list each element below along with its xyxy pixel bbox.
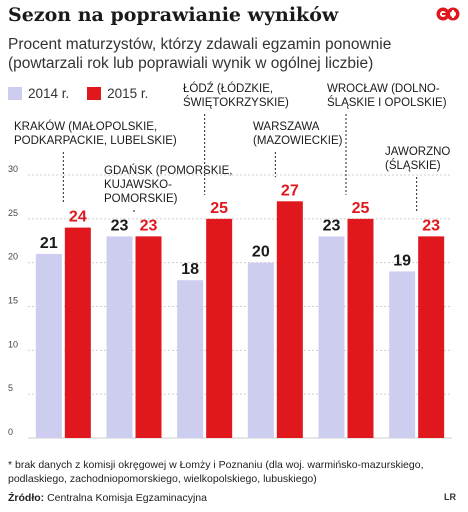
bar-2014 xyxy=(247,262,274,438)
category-label-line: WARSZAWA xyxy=(253,121,320,133)
category-label-line: GDAŃSK (POMORSKIE, xyxy=(104,164,232,177)
footnote: * brak danych z komisji okręgowej w Łomż… xyxy=(8,459,424,485)
data-label-2014: 19 xyxy=(393,252,411,269)
category-label-line: KUJAWSKO- xyxy=(104,179,172,191)
category-label-line: POMORSKIE) xyxy=(104,193,178,205)
category-label: WARSZAWA (MAZOWIECKIE) xyxy=(253,121,343,147)
bar-2015 xyxy=(276,201,303,438)
data-label-2014: 23 xyxy=(111,217,129,234)
bar-2015 xyxy=(64,227,91,438)
legend-swatch-2015 xyxy=(87,87,102,100)
bar-2014 xyxy=(318,236,345,438)
category-label: ŁÓDŹ (ŁÓDZKIE, ŚWIĘTOKRZYSKIE) xyxy=(183,82,289,109)
legend-item-2015: 2015 r. xyxy=(87,86,148,101)
category-label-line: (ŚLĄSKIE) xyxy=(385,159,441,172)
y-tick-label: 15 xyxy=(8,296,18,306)
y-tick-label: 20 xyxy=(8,252,18,262)
category-label-line: KRAKÓW (MAŁOPOLSKIE, xyxy=(14,120,157,133)
y-tick-label: 5 xyxy=(8,383,13,393)
data-label-2014: 18 xyxy=(181,261,199,278)
category-label-line: ŚLĄSKIE I OPOLSKIE) xyxy=(327,96,447,109)
y-tick-label: 0 xyxy=(8,427,13,437)
data-label-2014: 23 xyxy=(323,217,341,234)
source-line: Źródło: Centralna Komisja Egzaminacyjna xyxy=(8,492,207,504)
data-label-2015: 25 xyxy=(352,200,370,217)
y-tick-label: 25 xyxy=(8,208,18,218)
y-tick-label: 10 xyxy=(8,339,18,349)
category-label-line: JAWORZNO xyxy=(385,146,450,158)
legend: 2014 r. 2015 r. xyxy=(8,86,162,103)
data-label-2015: 23 xyxy=(140,217,158,234)
category-label-line: ŁÓDŹ (ŁÓDZKIE, xyxy=(183,82,273,95)
data-label-2015: 24 xyxy=(69,209,87,226)
y-tick-label: 30 xyxy=(8,164,18,174)
source-label: Źródło: xyxy=(8,492,45,504)
data-label-2015: 25 xyxy=(210,200,228,217)
legend-item-2014: 2014 r. xyxy=(8,86,69,101)
category-label: KRAKÓW (MAŁOPOLSKIE, PODKARPACKIE, LUBELS… xyxy=(14,120,177,147)
brand-logo xyxy=(436,4,460,24)
chart-title: Sezon na poprawianie wyników xyxy=(8,4,339,26)
category-label: JAWORZNO (ŚLĄSKIE) xyxy=(385,146,450,172)
category-label-line: WROCŁAW (DOLNO- xyxy=(327,83,440,95)
data-label-2015: 27 xyxy=(281,182,299,199)
bar-2014 xyxy=(389,271,416,438)
source-text: Centralna Komisja Egzaminacyjna xyxy=(47,492,207,504)
bar-2015 xyxy=(206,218,233,438)
data-label-2014: 21 xyxy=(40,235,58,252)
category-label-line: ŚWIĘTOKRZYSKIE) xyxy=(183,96,289,109)
bar-2014 xyxy=(106,236,133,438)
data-label-2014: 20 xyxy=(252,244,270,261)
category-label: WROCŁAW (DOLNO-ŚLĄSKIE I OPOLSKIE) xyxy=(327,83,447,109)
bar-2015 xyxy=(418,236,445,438)
bar-2015 xyxy=(135,236,162,438)
chart-subtitle: Procent maturzystów, którzy zdawali egza… xyxy=(8,36,392,72)
bar-2014 xyxy=(177,280,204,438)
legend-swatch-2014 xyxy=(8,87,22,100)
data-label-2015: 23 xyxy=(422,217,440,234)
category-label: GDAŃSK (POMORSKIE, KUJAWSKO- POMORSKIE) xyxy=(104,164,232,205)
bar-2015 xyxy=(347,218,374,438)
legend-label-2014: 2014 r. xyxy=(28,86,70,101)
category-label-line: PODKARPACKIE, LUBELSKIE) xyxy=(14,135,177,147)
credit: LR xyxy=(444,492,456,502)
bar-2014 xyxy=(35,253,62,438)
category-label-line: (MAZOWIECKIE) xyxy=(253,135,343,147)
legend-label-2015: 2015 r. xyxy=(107,86,149,101)
